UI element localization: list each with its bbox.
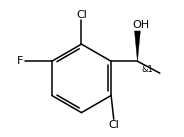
Text: &1: &1 xyxy=(141,65,153,74)
Text: F: F xyxy=(17,56,23,66)
Polygon shape xyxy=(135,31,140,61)
Text: Cl: Cl xyxy=(108,120,119,130)
Text: Cl: Cl xyxy=(76,9,87,19)
Text: OH: OH xyxy=(132,20,149,30)
